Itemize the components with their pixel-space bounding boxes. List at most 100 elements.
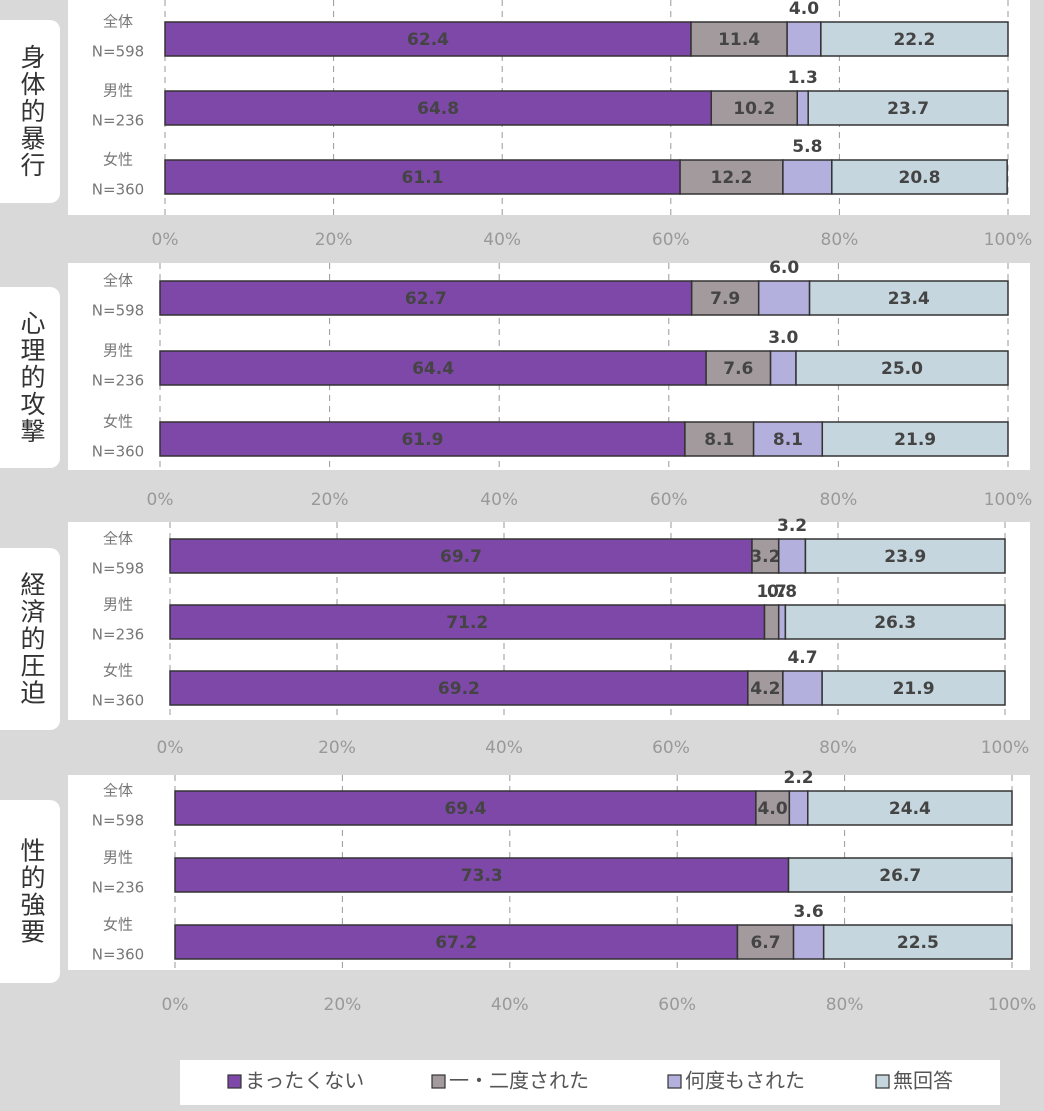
bar-segment — [736, 924, 795, 960]
data-label: 69.4 — [444, 799, 486, 819]
bar-segment — [831, 159, 1008, 195]
bar-segment — [804, 538, 1006, 574]
bar-segment — [807, 790, 1013, 826]
legend-swatch — [227, 1074, 242, 1089]
data-label: 71.2 — [446, 613, 488, 633]
data-label: 4.0 — [789, 0, 819, 19]
data-label: 5.8 — [792, 137, 822, 157]
data-label: 25.0 — [881, 359, 923, 379]
x-tick-label: 40% — [480, 490, 518, 510]
data-label: 3.2 — [750, 547, 780, 567]
chart-title: 心理的攻撃 — [17, 310, 46, 445]
bar-segment — [169, 604, 766, 640]
data-label: 61.1 — [402, 168, 444, 188]
bar-segment — [174, 790, 757, 826]
n-label: N=236 — [92, 879, 144, 897]
data-label: 22.2 — [893, 30, 935, 50]
label-box — [0, 800, 60, 983]
legend-label: 一・二度された — [449, 1069, 589, 1093]
x-tick-label: 80% — [819, 738, 857, 758]
bar-segment — [788, 790, 809, 826]
bar-segment — [174, 924, 739, 960]
bar-segment — [751, 538, 780, 574]
x-tick-label: 80% — [826, 995, 864, 1015]
x-tick-label: 0% — [152, 230, 179, 250]
data-label: 23.9 — [884, 547, 926, 567]
bar-segment — [792, 924, 825, 960]
bar-segment — [174, 857, 790, 893]
data-label: 64.4 — [412, 359, 454, 379]
legend-swatch — [431, 1074, 446, 1089]
x-tick-label: 60% — [652, 230, 690, 250]
bar-segment — [808, 280, 1009, 316]
category-label: 全体 — [103, 530, 133, 548]
category-label: 女性 — [103, 916, 133, 934]
data-label: 7.6 — [723, 359, 753, 379]
data-label: 8.1 — [704, 430, 734, 450]
data-label: 64.8 — [417, 99, 459, 119]
bar-segment — [159, 350, 707, 386]
data-label: 24.4 — [889, 799, 931, 819]
data-label: 22.5 — [897, 933, 939, 953]
legend-label: まったくない — [245, 1069, 364, 1093]
data-label: 1.7 — [757, 582, 787, 602]
x-tick-label: 100% — [988, 995, 1037, 1015]
bar-segment — [807, 90, 1009, 126]
n-label: N=598 — [92, 302, 144, 320]
data-label: 0.8 — [767, 582, 797, 602]
x-tick-label: 60% — [658, 995, 696, 1015]
x-tick-label: 40% — [491, 995, 529, 1015]
data-label: 8.1 — [773, 430, 803, 450]
x-tick-label: 80% — [821, 230, 859, 250]
bar-segment — [757, 280, 811, 316]
x-tick-label: 40% — [485, 738, 523, 758]
data-label: 69.2 — [438, 679, 480, 699]
n-label: N=236 — [92, 112, 144, 130]
legend-box — [180, 1060, 1000, 1105]
category-label: 全体 — [103, 13, 133, 31]
data-label: 1.3 — [788, 68, 818, 88]
x-tick-label: 0% — [147, 490, 174, 510]
x-tick-label: 20% — [318, 738, 356, 758]
x-tick-label: 0% — [162, 995, 189, 1015]
bar-segment — [782, 159, 833, 195]
category-label: 女性 — [103, 151, 133, 169]
data-label: 61.9 — [401, 430, 443, 450]
bar-segment — [747, 670, 784, 706]
x-tick-label: 60% — [650, 490, 688, 510]
x-tick-label: 0% — [157, 738, 184, 758]
bar-segment — [710, 90, 798, 126]
bar-segment — [782, 670, 823, 706]
n-label: N=360 — [92, 692, 144, 710]
data-label: 62.4 — [407, 30, 449, 50]
legend-label: 無回答 — [893, 1069, 953, 1093]
legend-label: 何度もされた — [685, 1069, 805, 1093]
data-label: 20.8 — [899, 168, 941, 188]
n-label: N=598 — [92, 43, 144, 61]
bar-segment — [796, 90, 809, 126]
bar-segment — [164, 90, 713, 126]
data-label: 6.7 — [750, 933, 780, 953]
category-label: 男性 — [103, 82, 133, 100]
data-label: 4.2 — [750, 679, 780, 699]
data-label: 21.9 — [894, 430, 936, 450]
n-label: N=360 — [92, 443, 144, 461]
bar-segment — [777, 538, 807, 574]
data-label: 69.7 — [440, 547, 482, 567]
data-label: 4.7 — [787, 648, 817, 668]
data-label: 73.3 — [461, 866, 503, 886]
bar-segment — [705, 350, 772, 386]
category-label: 男性 — [103, 596, 133, 614]
data-label: 26.3 — [874, 613, 916, 633]
chart-title: 経済的圧迫 — [17, 572, 46, 707]
legend-swatch — [875, 1074, 890, 1089]
category-label: 男性 — [103, 849, 133, 867]
category-label: 男性 — [103, 342, 133, 360]
bar-segment — [690, 21, 788, 57]
n-label: N=598 — [92, 560, 144, 578]
bar-segment — [169, 538, 753, 574]
data-label: 26.7 — [879, 866, 921, 886]
bar-segment — [679, 159, 784, 195]
bar-segment — [822, 924, 1013, 960]
data-label: 4.0 — [758, 799, 788, 819]
